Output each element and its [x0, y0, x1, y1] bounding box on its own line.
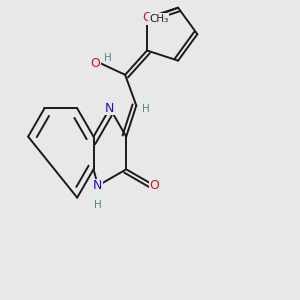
- Text: H: H: [142, 103, 149, 113]
- Text: CH₃: CH₃: [149, 14, 168, 24]
- Text: O: O: [150, 179, 160, 192]
- Text: N: N: [105, 102, 115, 115]
- Text: O: O: [142, 11, 152, 24]
- Text: H: H: [103, 53, 111, 63]
- Text: O: O: [90, 57, 100, 70]
- Text: H: H: [94, 200, 102, 210]
- Text: N: N: [93, 179, 103, 192]
